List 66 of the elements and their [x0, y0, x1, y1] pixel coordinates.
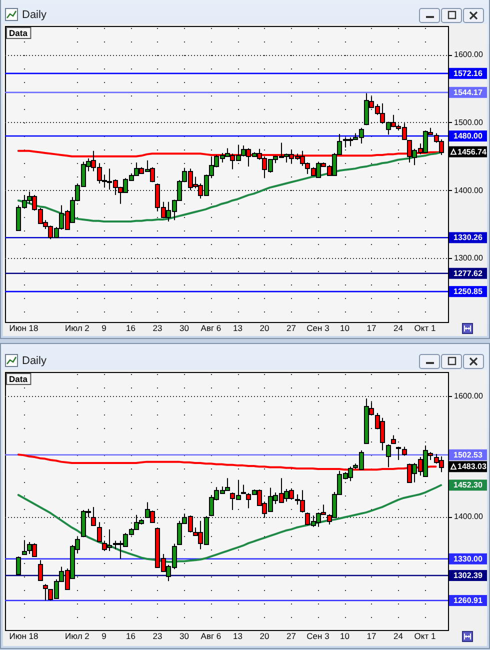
line-series: [17, 151, 442, 223]
x-tick-label: 24: [394, 631, 404, 641]
x-tick-label: 10: [340, 323, 350, 333]
x-tick-label: Июн 18: [9, 323, 38, 333]
x-tick-label: Июн 18: [9, 631, 38, 641]
x-tick-label: 17: [366, 631, 376, 641]
candlestick: [97, 522, 102, 542]
text: 1456.74: [458, 147, 486, 156]
candlestick: [402, 446, 407, 456]
x-tick-label: 17: [366, 323, 376, 333]
annotation: Data: [9, 374, 28, 384]
y-tick-label: 1400.00: [454, 512, 484, 522]
x-tick-label: 27: [286, 631, 296, 641]
candlestick: [241, 484, 246, 494]
ref-line-label: 1480.00: [454, 131, 484, 140]
x-tick-label: 9: [102, 631, 107, 641]
x-tick-label: 24: [394, 323, 404, 333]
ref-line-label: 1250.85: [454, 287, 484, 296]
x-tick-label: 20: [260, 631, 270, 641]
x-tick-label: 30: [180, 323, 190, 333]
x-tick-label: 10: [340, 631, 350, 641]
x-tick-label: Сен 3: [306, 631, 330, 641]
text: 1483.03: [458, 462, 486, 472]
ref-line-label: 1544.17: [454, 88, 484, 97]
candlestick: [16, 556, 21, 576]
candlestick: [396, 446, 401, 461]
x-tick-label: 16: [126, 323, 136, 333]
ref-line-label: 1502.53: [454, 450, 484, 460]
x-tick-label: 13: [233, 323, 243, 333]
y-tick-label: 1600.00: [454, 50, 484, 60]
x-tick-label: Авг 6: [200, 323, 222, 333]
x-tick-label: 16: [126, 631, 136, 641]
ref-line-label: 1330.00: [454, 554, 484, 564]
x-tick-label: Окт 1: [414, 323, 436, 333]
ref-line-label: 1572.16: [454, 68, 484, 78]
line-series: [17, 484, 442, 563]
y-tick-label: 1500.00: [454, 118, 484, 127]
y-tick-label: 1600.00: [454, 392, 484, 401]
x-tick-label: Июл 2: [65, 323, 90, 333]
candlestick: [91, 506, 96, 526]
x-tick-label: Авг 6: [200, 631, 222, 641]
x-tick-label: 20: [260, 323, 270, 333]
x-tick-label: Окт 1: [414, 631, 436, 641]
ref-line-label: 1330.26: [454, 233, 484, 242]
chart-title: Daily: [22, 355, 47, 367]
candlestick: [391, 434, 396, 444]
x-tick-label: 13: [233, 631, 243, 641]
candlestick: [22, 540, 27, 556]
ref-line-label: 1302.39: [454, 571, 484, 580]
y-tick-label: 1300.00: [454, 254, 484, 263]
x-tick-label: 9: [102, 323, 107, 333]
x-tick-label: 27: [286, 323, 296, 333]
candlestick: [38, 560, 43, 582]
annotation: Data: [9, 28, 28, 38]
ref-line-label: 1277.62: [454, 268, 484, 278]
x-tick-label: 30: [180, 631, 190, 641]
chart-title: Daily: [22, 9, 47, 21]
candlestick: [43, 584, 48, 601]
x-tick-label: 23: [152, 323, 162, 333]
candlestick: [386, 444, 391, 468]
data-label: 1452.30: [454, 480, 484, 490]
y-tick-label: 1400.00: [454, 186, 484, 195]
x-tick-label: Сен 3: [306, 323, 330, 333]
x-tick-label: Июл 2: [65, 631, 90, 641]
x-tick-label: 23: [152, 631, 162, 641]
ref-line-label: 1260.91: [454, 596, 484, 606]
